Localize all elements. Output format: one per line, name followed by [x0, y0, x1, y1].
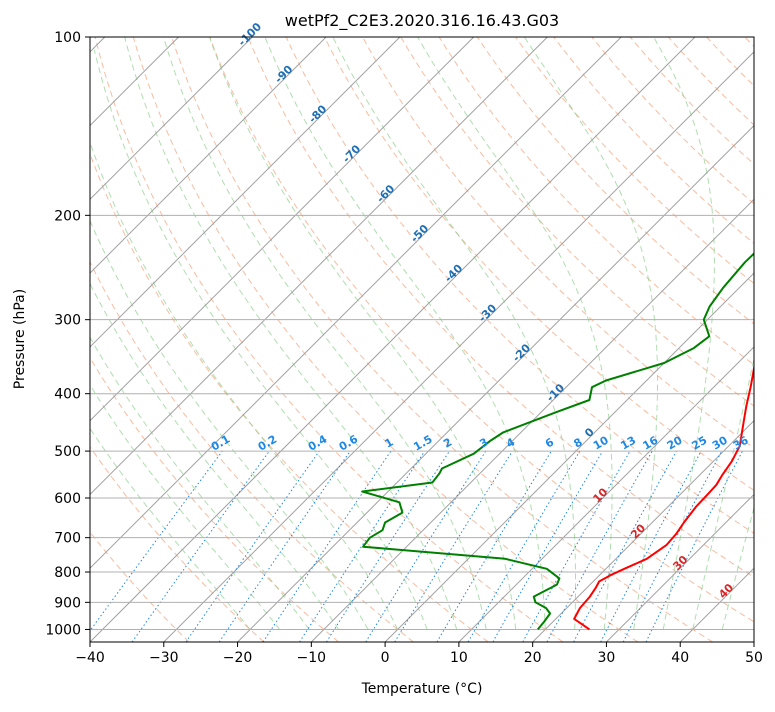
y-tick-label: 100: [54, 30, 81, 46]
y-tick-label: 300: [54, 313, 81, 329]
x-tick-label: 50: [745, 650, 763, 666]
y-tick-label: 700: [54, 531, 81, 547]
y-tick-label: 800: [54, 565, 81, 581]
x-tick-label: −20: [223, 650, 253, 666]
isotherm-line: [754, 37, 775, 642]
x-tick-label: 40: [671, 650, 689, 666]
y-tick-label: 200: [54, 208, 81, 224]
x-tick-label: 10: [450, 650, 468, 666]
y-tick-label: 600: [54, 491, 81, 507]
x-axis-title: Temperature (°C): [361, 681, 483, 697]
x-tick-label: 20: [524, 650, 542, 666]
y-tick-label: 900: [54, 595, 81, 611]
y-tick-label: 1000: [45, 622, 81, 638]
x-tick-label: −10: [297, 650, 327, 666]
x-tick-label: 30: [598, 650, 616, 666]
chart-title: wetPf2_C2E3.2020.316.16.43.G03: [285, 11, 559, 31]
x-tick-label: 0: [381, 650, 390, 666]
x-tick-label: −40: [75, 650, 105, 666]
y-tick-label: 500: [54, 444, 81, 460]
y-axis-title: Pressure (hPa): [12, 289, 28, 389]
x-tick-label: −30: [149, 650, 179, 666]
y-tick-label: 400: [54, 387, 81, 403]
